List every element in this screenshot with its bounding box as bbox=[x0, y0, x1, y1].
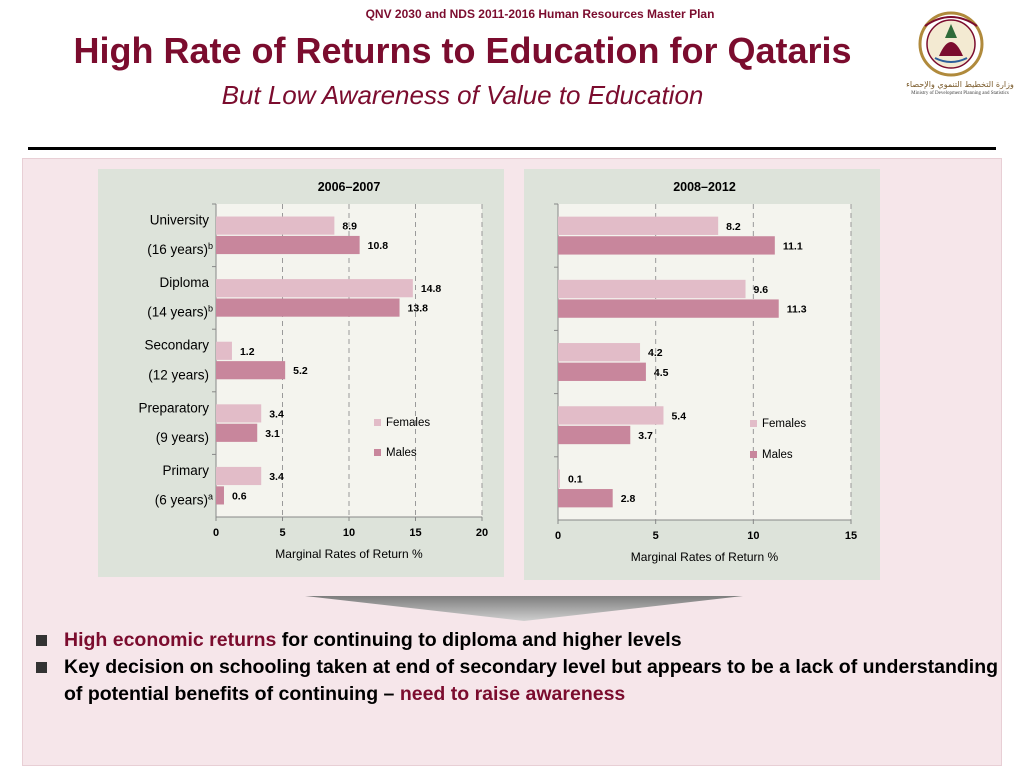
legend-label-females: Females bbox=[386, 417, 430, 429]
data-label-males: 5.2 bbox=[293, 365, 308, 377]
bullet-text: Key decision on schooling taken at end o… bbox=[64, 656, 999, 705]
y-category-footnote: b bbox=[208, 241, 213, 251]
chart-title: 2008–2012 bbox=[673, 180, 736, 194]
bar-males bbox=[216, 298, 400, 317]
x-axis-label: Marginal Rates of Return % bbox=[275, 547, 423, 561]
y-category-footnote: b bbox=[208, 304, 213, 314]
x-tick-label: 20 bbox=[476, 527, 488, 539]
bar-females bbox=[558, 216, 719, 235]
plot-area bbox=[558, 204, 851, 520]
logo-arabic-text: وزارة التخطيط التنموي والإحصاء bbox=[906, 80, 1014, 89]
data-label-males: 4.5 bbox=[654, 367, 669, 379]
slide-subtitle: But Low Awareness of Value to Education bbox=[221, 80, 704, 110]
title-divider bbox=[28, 147, 996, 150]
bar-females bbox=[216, 404, 262, 423]
x-tick-label: 0 bbox=[213, 527, 219, 539]
bar-females bbox=[558, 343, 641, 362]
y-category-label: University bbox=[150, 213, 210, 228]
bar-females bbox=[558, 469, 560, 488]
y-category-label: Primary bbox=[163, 463, 210, 478]
data-label-females: 14.8 bbox=[421, 283, 442, 295]
data-label-females: 0.1 bbox=[568, 474, 583, 486]
y-category-sublabel: (9 years) bbox=[156, 430, 209, 445]
bar-females bbox=[558, 406, 664, 425]
chart-2006-2007: 2006–2007 0 5 10 15 20 Marginal Rates of Retur… bbox=[138, 180, 488, 561]
bar-males bbox=[558, 299, 779, 318]
bullet-item: Key decision on schooling taken at end o… bbox=[34, 654, 1004, 708]
data-label-males: 11.1 bbox=[783, 240, 803, 252]
y-category-sublabel: (16 years)b bbox=[147, 241, 213, 257]
chart-panel-2008-2012: 2008–2012 0 5 10 15 Marginal Rates of Return … bbox=[524, 169, 880, 580]
data-label-females: 3.4 bbox=[269, 408, 284, 420]
y-category-sublabel: (14 years)b bbox=[147, 304, 213, 320]
y-category-label: Secondary bbox=[144, 338, 209, 353]
bullet-highlight: High economic returns bbox=[64, 629, 277, 651]
data-label-males: 10.8 bbox=[368, 240, 389, 252]
data-label-females: 4.2 bbox=[648, 347, 663, 359]
legend-swatch-females bbox=[750, 420, 757, 427]
bar-males bbox=[558, 425, 631, 445]
data-label-males: 2.8 bbox=[621, 493, 636, 505]
data-label-females: 8.2 bbox=[726, 221, 741, 233]
data-label-females: 1.2 bbox=[240, 346, 255, 358]
ministry-emblem-icon bbox=[918, 11, 984, 77]
bar-males bbox=[558, 362, 646, 381]
x-tick-label: 15 bbox=[409, 527, 421, 539]
bullet-highlight: need to raise awareness bbox=[399, 683, 626, 705]
bullet-item: High economic returns for continuing to … bbox=[34, 627, 1004, 654]
x-tick-label: 10 bbox=[343, 527, 355, 539]
ministry-logo: وزارة التخطيط التنموي والإحصاء Ministry … bbox=[905, 8, 1015, 103]
data-label-males: 0.6 bbox=[232, 490, 247, 502]
legend-label-males: Males bbox=[762, 449, 793, 461]
data-label-males: 3.7 bbox=[638, 430, 653, 442]
bar-males bbox=[216, 486, 224, 505]
bar-females bbox=[558, 279, 746, 299]
data-label-females: 5.4 bbox=[671, 410, 686, 422]
data-label-males: 11.3 bbox=[787, 304, 807, 316]
bar-males bbox=[216, 235, 360, 255]
bullet-square-icon bbox=[36, 662, 47, 673]
bullet-square-icon bbox=[36, 635, 47, 646]
bar-females bbox=[216, 216, 335, 235]
chart-panel-2006-2007: 2006–2007 0 5 10 15 20 Marginal Rates of Retur… bbox=[98, 169, 504, 577]
x-tick-label: 5 bbox=[653, 530, 659, 542]
x-tick-label: 0 bbox=[555, 530, 561, 542]
data-label-females: 8.9 bbox=[342, 221, 357, 233]
x-tick-label: 5 bbox=[279, 527, 285, 539]
logo-english-text: Ministry of Development Planning and Sta… bbox=[911, 91, 1009, 96]
bar-females bbox=[216, 279, 413, 298]
data-label-females: 9.6 bbox=[754, 284, 769, 296]
data-label-females: 3.4 bbox=[269, 471, 284, 483]
y-category-label: Preparatory bbox=[138, 400, 209, 415]
x-axis-label: Marginal Rates of Return % bbox=[631, 550, 779, 564]
y-category-footnote: a bbox=[208, 491, 213, 501]
bar-females bbox=[216, 341, 232, 360]
legend-label-males: Males bbox=[386, 447, 417, 459]
x-tick-label: 15 bbox=[845, 530, 857, 542]
data-label-males: 13.8 bbox=[408, 303, 429, 315]
bullet-text: for continuing to diploma and higher lev… bbox=[276, 629, 682, 651]
bar-males bbox=[216, 361, 286, 380]
legend-swatch-males bbox=[750, 451, 757, 458]
bullet-list: High economic returns for continuing to … bbox=[34, 627, 1004, 708]
legend-swatch-males bbox=[374, 449, 381, 456]
y-category-sublabel: (12 years) bbox=[148, 367, 209, 382]
y-category-label: Diploma bbox=[159, 275, 209, 290]
bar-males bbox=[558, 236, 775, 255]
y-category-sublabel: (6 years)a bbox=[155, 491, 213, 507]
legend-swatch-females bbox=[374, 419, 381, 426]
legend-label-females: Females bbox=[762, 418, 806, 430]
chart-title: 2006–2007 bbox=[318, 180, 381, 194]
bar-males bbox=[558, 489, 613, 508]
header-note: QNV 2030 and NDS 2011-2016 Human Resourc… bbox=[365, 7, 715, 21]
data-label-males: 3.1 bbox=[265, 428, 280, 440]
down-arrow-icon bbox=[305, 596, 743, 621]
slide-title: High Rate of Returns to Education for Qa… bbox=[73, 30, 852, 71]
bar-males bbox=[216, 423, 258, 442]
x-tick-label: 10 bbox=[747, 530, 759, 542]
bar-females bbox=[216, 466, 262, 486]
chart-2008-2012: 2008–2012 0 5 10 15 Marginal Rates of Return … bbox=[554, 180, 857, 564]
